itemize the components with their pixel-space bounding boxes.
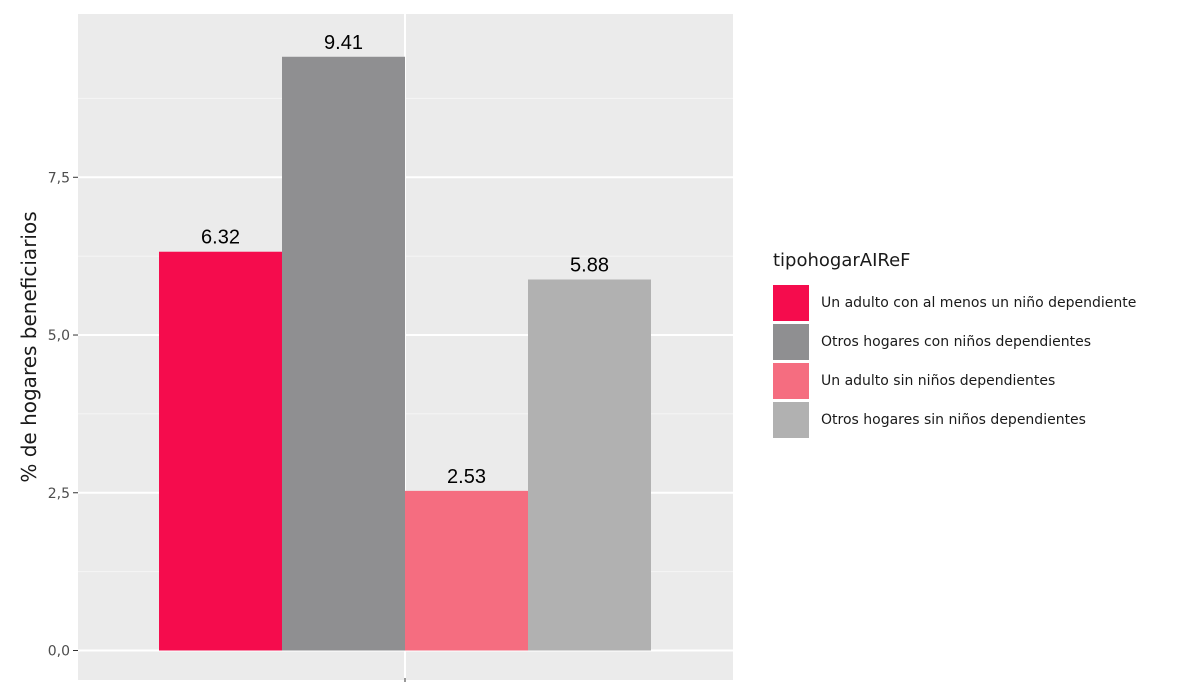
y-tick-label: 2,5 xyxy=(48,486,70,502)
legend-swatch xyxy=(773,362,809,399)
legend-items: Un adulto con al menos un niño dependien… xyxy=(773,283,1189,439)
legend-swatch xyxy=(773,284,809,321)
bar-value-label: 5.88 xyxy=(570,254,609,276)
legend-swatch xyxy=(773,323,809,360)
legend-label: Otros hogares con niños dependientes xyxy=(821,333,1092,350)
legend-item: Otros hogares con niños dependientes xyxy=(773,322,1189,361)
y-tick-label: 7,5 xyxy=(48,170,70,186)
legend-title: tipohogarAIReF xyxy=(773,250,911,271)
bar-value-label: 2.53 xyxy=(447,466,486,488)
legend: tipohogarAIReF Un adulto con al menos un… xyxy=(773,250,1189,439)
bar xyxy=(282,56,405,651)
y-axis-label: % de hogares beneficiarios xyxy=(17,211,41,482)
data-labels: 6.32 9.41 2.53 5.88 xyxy=(201,32,609,488)
legend-label: Un adulto con al menos un niño dependien… xyxy=(821,294,1137,311)
bar-chart: 6.32 9.41 2.53 5.88 0,0 2,5 5,0 7,5 % de hogar… xyxy=(17,14,733,682)
bar xyxy=(528,279,651,651)
bar-value-label: 6.32 xyxy=(201,227,240,249)
bar-value-label: 9.41 xyxy=(324,32,363,54)
y-tick-label: 0,0 xyxy=(48,644,70,660)
legend-swatch xyxy=(773,401,809,438)
legend-item: Otros hogares sin niños dependientes xyxy=(773,400,1189,439)
y-tick-label: 5,0 xyxy=(48,328,70,344)
legend-item: Un adulto con al menos un niño dependien… xyxy=(773,283,1189,322)
legend-item: Un adulto sin niños dependientes xyxy=(773,361,1189,400)
legend-label: Un adulto sin niños dependientes xyxy=(821,372,1056,389)
bar xyxy=(159,251,282,651)
bars xyxy=(159,56,651,651)
bar xyxy=(405,490,528,651)
y-axis: 0,0 2,5 5,0 7,5 xyxy=(48,170,406,682)
legend-label: Otros hogares sin niños dependientes xyxy=(821,411,1086,428)
